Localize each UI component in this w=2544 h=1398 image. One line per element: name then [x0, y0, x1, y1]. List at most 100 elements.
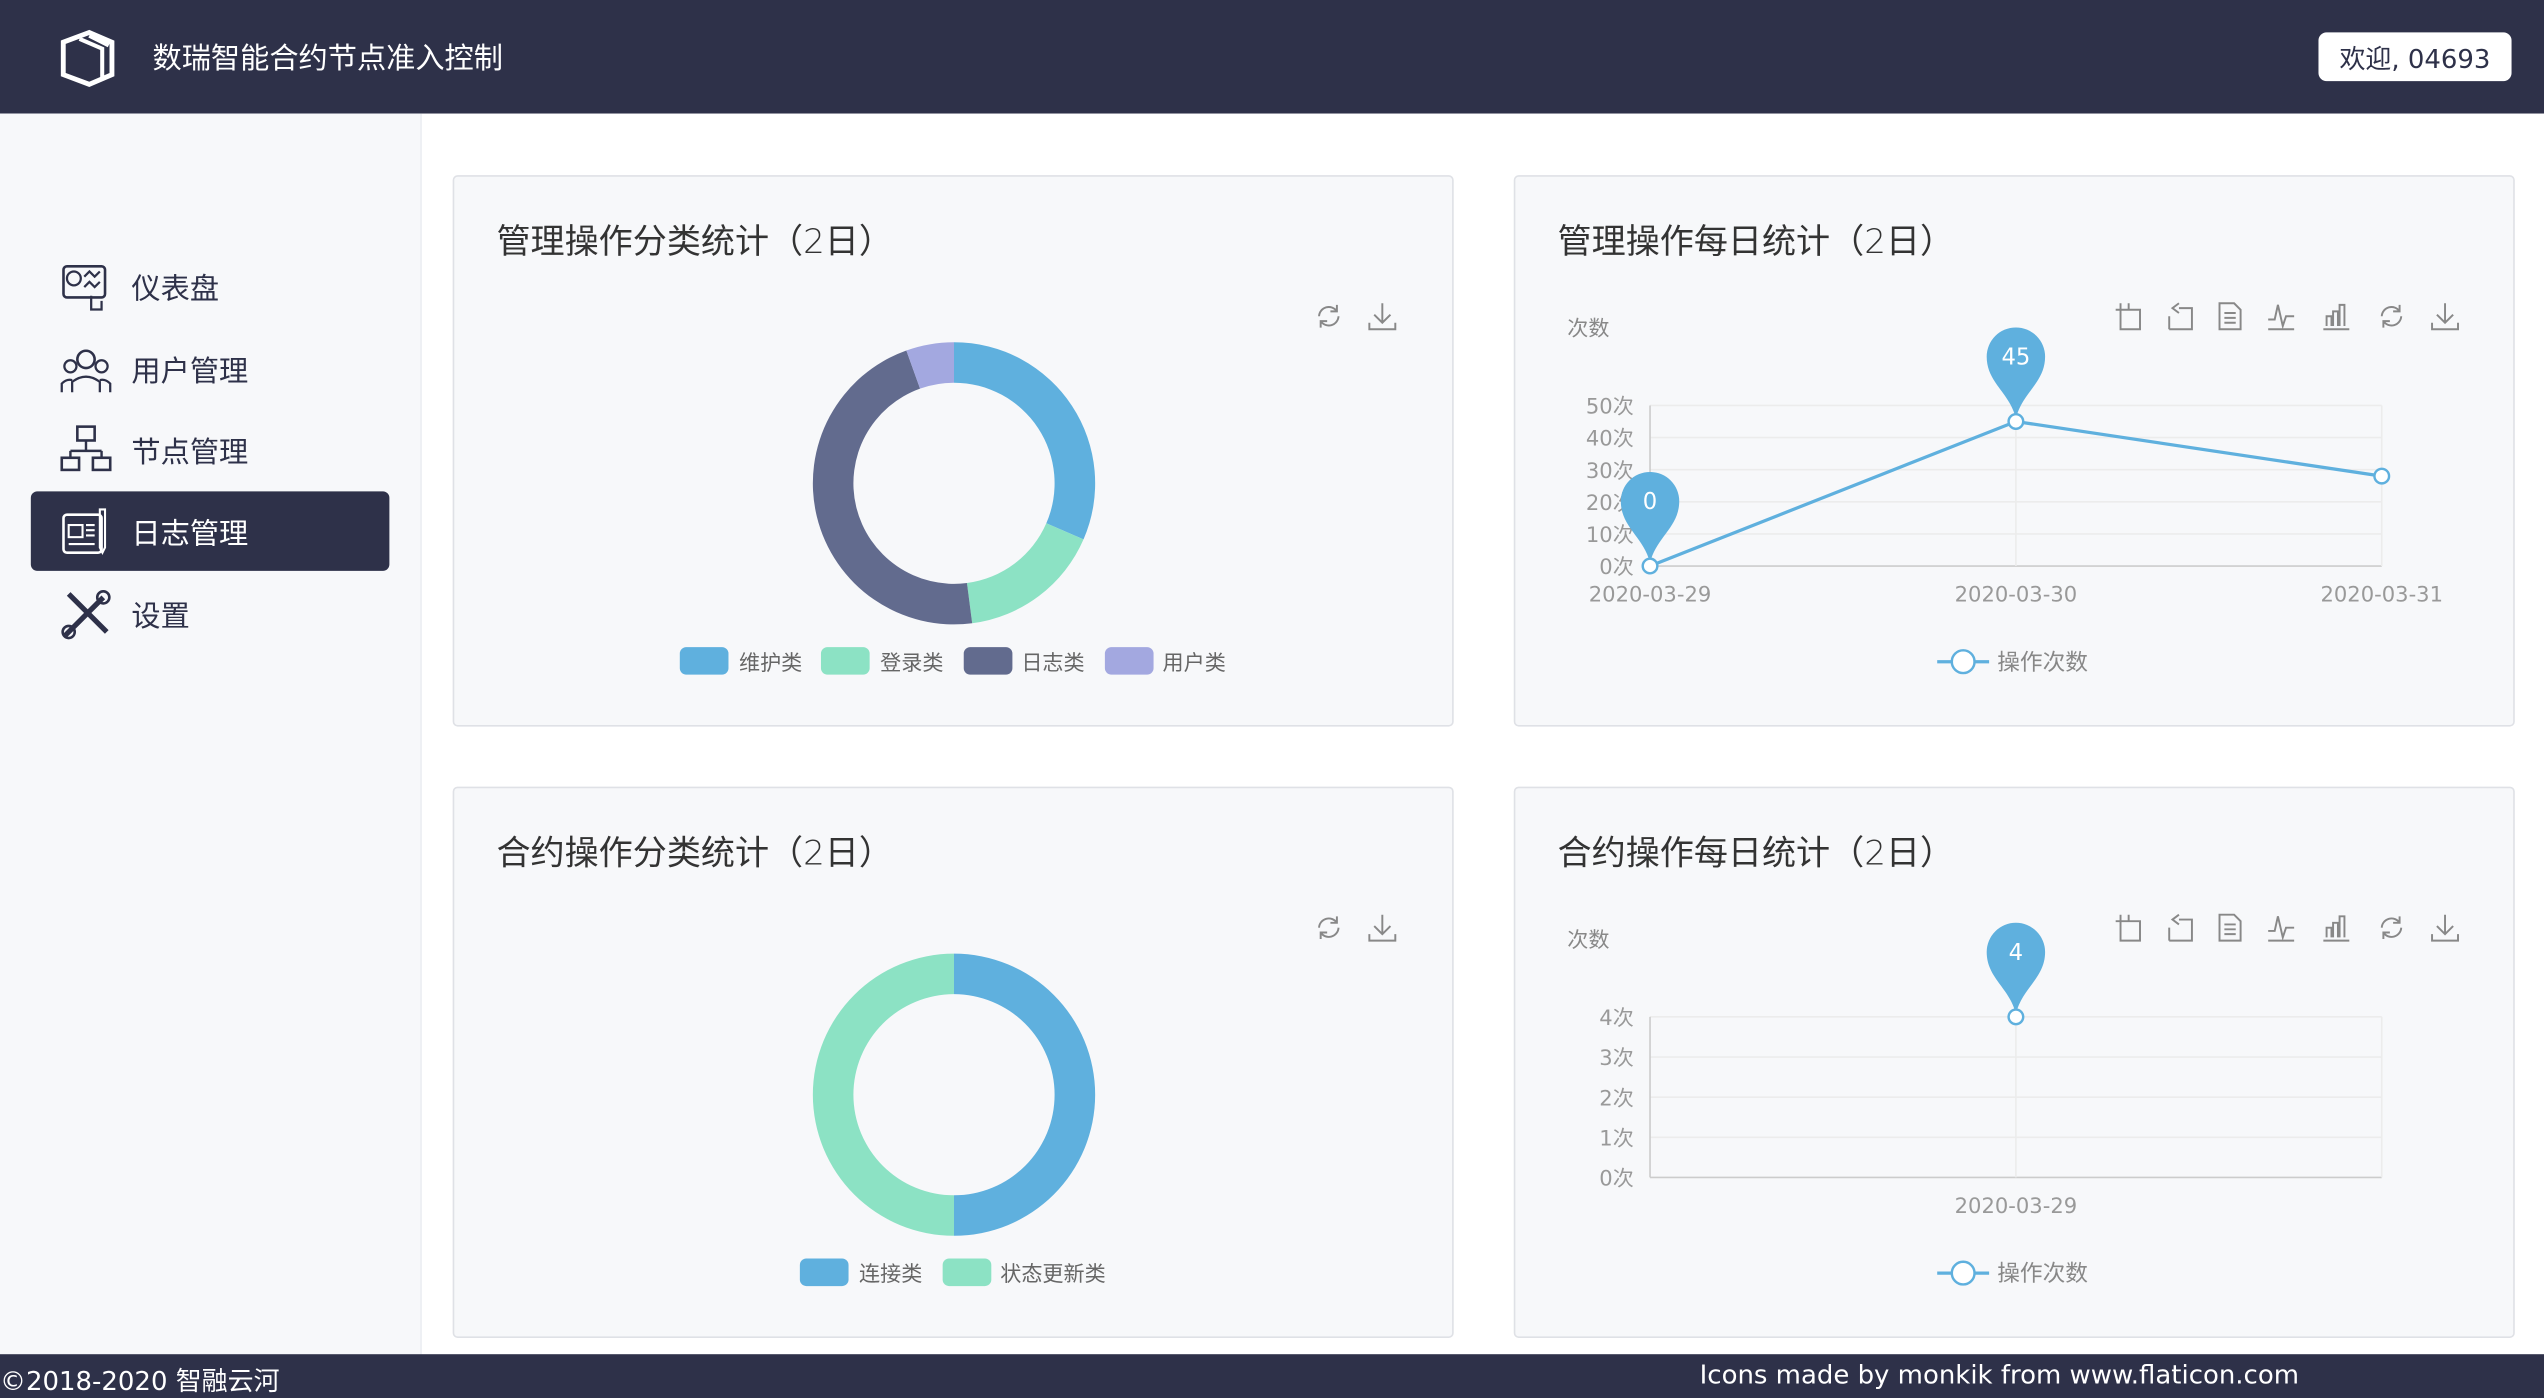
legend-item[interactable]: 连接类	[800, 1257, 923, 1288]
logo-icon	[60, 29, 115, 87]
refresh-icon[interactable]	[2375, 300, 2407, 332]
sidebar-item-3[interactable]: 日志管理	[30, 491, 390, 571]
app-title: 数瑞智能合约节点准入控制	[152, 42, 503, 77]
donut-chart	[812, 342, 1096, 625]
legend-item[interactable]: 用户类	[1104, 645, 1226, 676]
line-chart-icon[interactable]	[2265, 300, 2297, 332]
legend-marker-icon	[1950, 649, 1976, 675]
markpoint-label: 45	[2001, 345, 2030, 371]
donut-chart	[812, 953, 1096, 1236]
pie-slice[interactable]	[812, 953, 955, 1236]
sidebar-item-1[interactable]: 用户管理	[31, 329, 390, 408]
y-tick-label: 3次	[1599, 1045, 1634, 1070]
bar-chart-icon[interactable]	[2320, 911, 2352, 943]
sidebar-item-0[interactable]: 仪表盘	[31, 247, 390, 326]
legend-label: 连接类	[859, 1263, 923, 1288]
y-axis-label: 次数	[1567, 927, 1609, 952]
zoom-reset-icon[interactable]	[2164, 300, 2196, 332]
refresh-icon[interactable]	[2375, 911, 2407, 943]
legend-swatch	[680, 647, 730, 675]
markpoint-pin[interactable]	[1986, 922, 2046, 1014]
x-tick-label: 2020-03-29	[1589, 582, 1712, 607]
download-icon[interactable]	[1366, 300, 1398, 332]
x-tick-label: 2020-03-31	[2320, 582, 2443, 607]
footer: ©2018-2020 智融云河 Icons made by monkik fro…	[0, 1354, 2544, 1398]
data-point[interactable]	[2007, 412, 2025, 431]
card-title: 管理操作分类统计（2日）	[496, 222, 893, 262]
icon-credit: Icons made by monkik from www.flaticon.c…	[1699, 1359, 2300, 1390]
dashboard-icon	[62, 264, 107, 310]
y-axis-label: 次数	[1567, 316, 1609, 341]
data-view-icon[interactable]	[2213, 300, 2245, 332]
y-tick-label: 50次	[1586, 394, 1634, 419]
y-tick-label: 40次	[1586, 426, 1634, 451]
sidebar-item-label: 设置	[131, 599, 190, 634]
card-contract-op-category: 合约操作分类统计（2日） 连接类 状态更新类	[452, 786, 1454, 1338]
sidebar: 仪表盘用户管理节点管理日志管理设置	[0, 113, 422, 1355]
legend-label: 操作次数	[1997, 1261, 2088, 1287]
legend-swatch	[941, 1258, 991, 1287]
y-tick-label: 2次	[1599, 1085, 1634, 1110]
sidebar-item-label: 用户管理	[131, 354, 249, 389]
user-welcome-button[interactable]: 欢迎, 04693	[2318, 32, 2512, 82]
y-tick-label: 4次	[1599, 1005, 1634, 1030]
legend-item[interactable]: 操作次数	[1937, 649, 2088, 676]
pie-slice[interactable]	[906, 342, 955, 389]
x-tick-label: 2020-03-29	[1955, 1193, 2078, 1218]
card-admin-op-category: 管理操作分类统计（2日） 维护类 登录类 日志类 用户类	[452, 175, 1454, 727]
y-tick-label: 0次	[1599, 554, 1634, 579]
pie-slice[interactable]	[812, 350, 973, 625]
legend-marker-icon	[1950, 1260, 1976, 1286]
download-icon[interactable]	[1366, 911, 1398, 943]
pie-slice[interactable]	[954, 953, 1096, 1236]
tools-icon	[61, 589, 111, 639]
data-view-icon[interactable]	[2213, 911, 2245, 943]
data-point[interactable]	[2373, 467, 2391, 485]
log-icon	[62, 507, 107, 555]
pie-slice[interactable]	[954, 342, 1096, 540]
legend-item[interactable]: 维护类	[680, 645, 802, 676]
y-tick-label: 10次	[1586, 522, 1634, 547]
card-contract-op-daily: 合约操作每日统计（2日） 次数 0次 1次 2次 3次 4次 2020-03-29 4 操作次数	[1513, 786, 2515, 1338]
legend-swatch	[821, 647, 871, 675]
sidebar-item-2[interactable]: 节点管理	[31, 410, 390, 489]
bar-chart-icon[interactable]	[2320, 300, 2352, 332]
zoom-reset-icon[interactable]	[2164, 911, 2196, 943]
y-tick-label: 1次	[1599, 1125, 1634, 1150]
legend-item[interactable]: 状态更新类	[941, 1257, 1106, 1288]
data-point[interactable]	[1641, 557, 1659, 575]
line-chart-icon[interactable]	[2265, 911, 2297, 943]
card-title: 合约操作每日统计（2日）	[1557, 833, 1955, 873]
download-icon[interactable]	[2429, 911, 2461, 943]
sidebar-item-label: 日志管理	[131, 516, 249, 551]
data-point[interactable]	[2007, 1008, 2025, 1026]
chart-legend: 维护类 登录类 日志类 用户类	[454, 645, 1452, 676]
card-admin-op-daily: 管理操作每日统计（2日） 次数 0次 10次 20次 30次 40次 50次 2020-03-2…	[1513, 175, 2515, 727]
y-tick-label: 0次	[1599, 1166, 1634, 1191]
zoom-icon[interactable]	[2112, 300, 2144, 332]
legend-swatch	[800, 1258, 850, 1287]
x-tick-label: 2020-03-30	[1955, 582, 2078, 607]
legend-item[interactable]: 日志类	[962, 645, 1085, 676]
card-title: 合约操作分类统计（2日）	[496, 833, 893, 873]
chart-legend: 连接类 状态更新类	[454, 1257, 1452, 1288]
legend-item[interactable]: 登录类	[821, 645, 943, 676]
refresh-icon[interactable]	[1313, 300, 1345, 332]
markpoint-pin[interactable]	[1986, 327, 2046, 419]
legend-label: 操作次数	[1997, 650, 2088, 676]
pie-slice[interactable]	[966, 523, 1084, 624]
legend-item[interactable]: 操作次数	[1937, 1260, 2088, 1287]
legend-label: 用户类	[1162, 651, 1226, 677]
copyright: ©2018-2020 智融云河	[0, 1365, 280, 1397]
download-icon[interactable]	[2429, 300, 2461, 332]
top-header: 数瑞智能合约节点准入控制 欢迎, 04693	[0, 0, 2544, 114]
zoom-icon[interactable]	[2112, 911, 2144, 943]
sidebar-item-label: 仪表盘	[131, 271, 220, 306]
refresh-icon[interactable]	[1313, 911, 1345, 943]
users-icon	[60, 348, 112, 392]
markpoint-pin[interactable]	[1620, 471, 1680, 563]
sidebar-item-4[interactable]: 设置	[31, 574, 390, 653]
card-title: 管理操作每日统计（2日）	[1557, 222, 1955, 262]
line-chart: 次数 0次 1次 2次 3次 4次 2020-03-29 4 操作次数	[1567, 922, 2383, 1287]
